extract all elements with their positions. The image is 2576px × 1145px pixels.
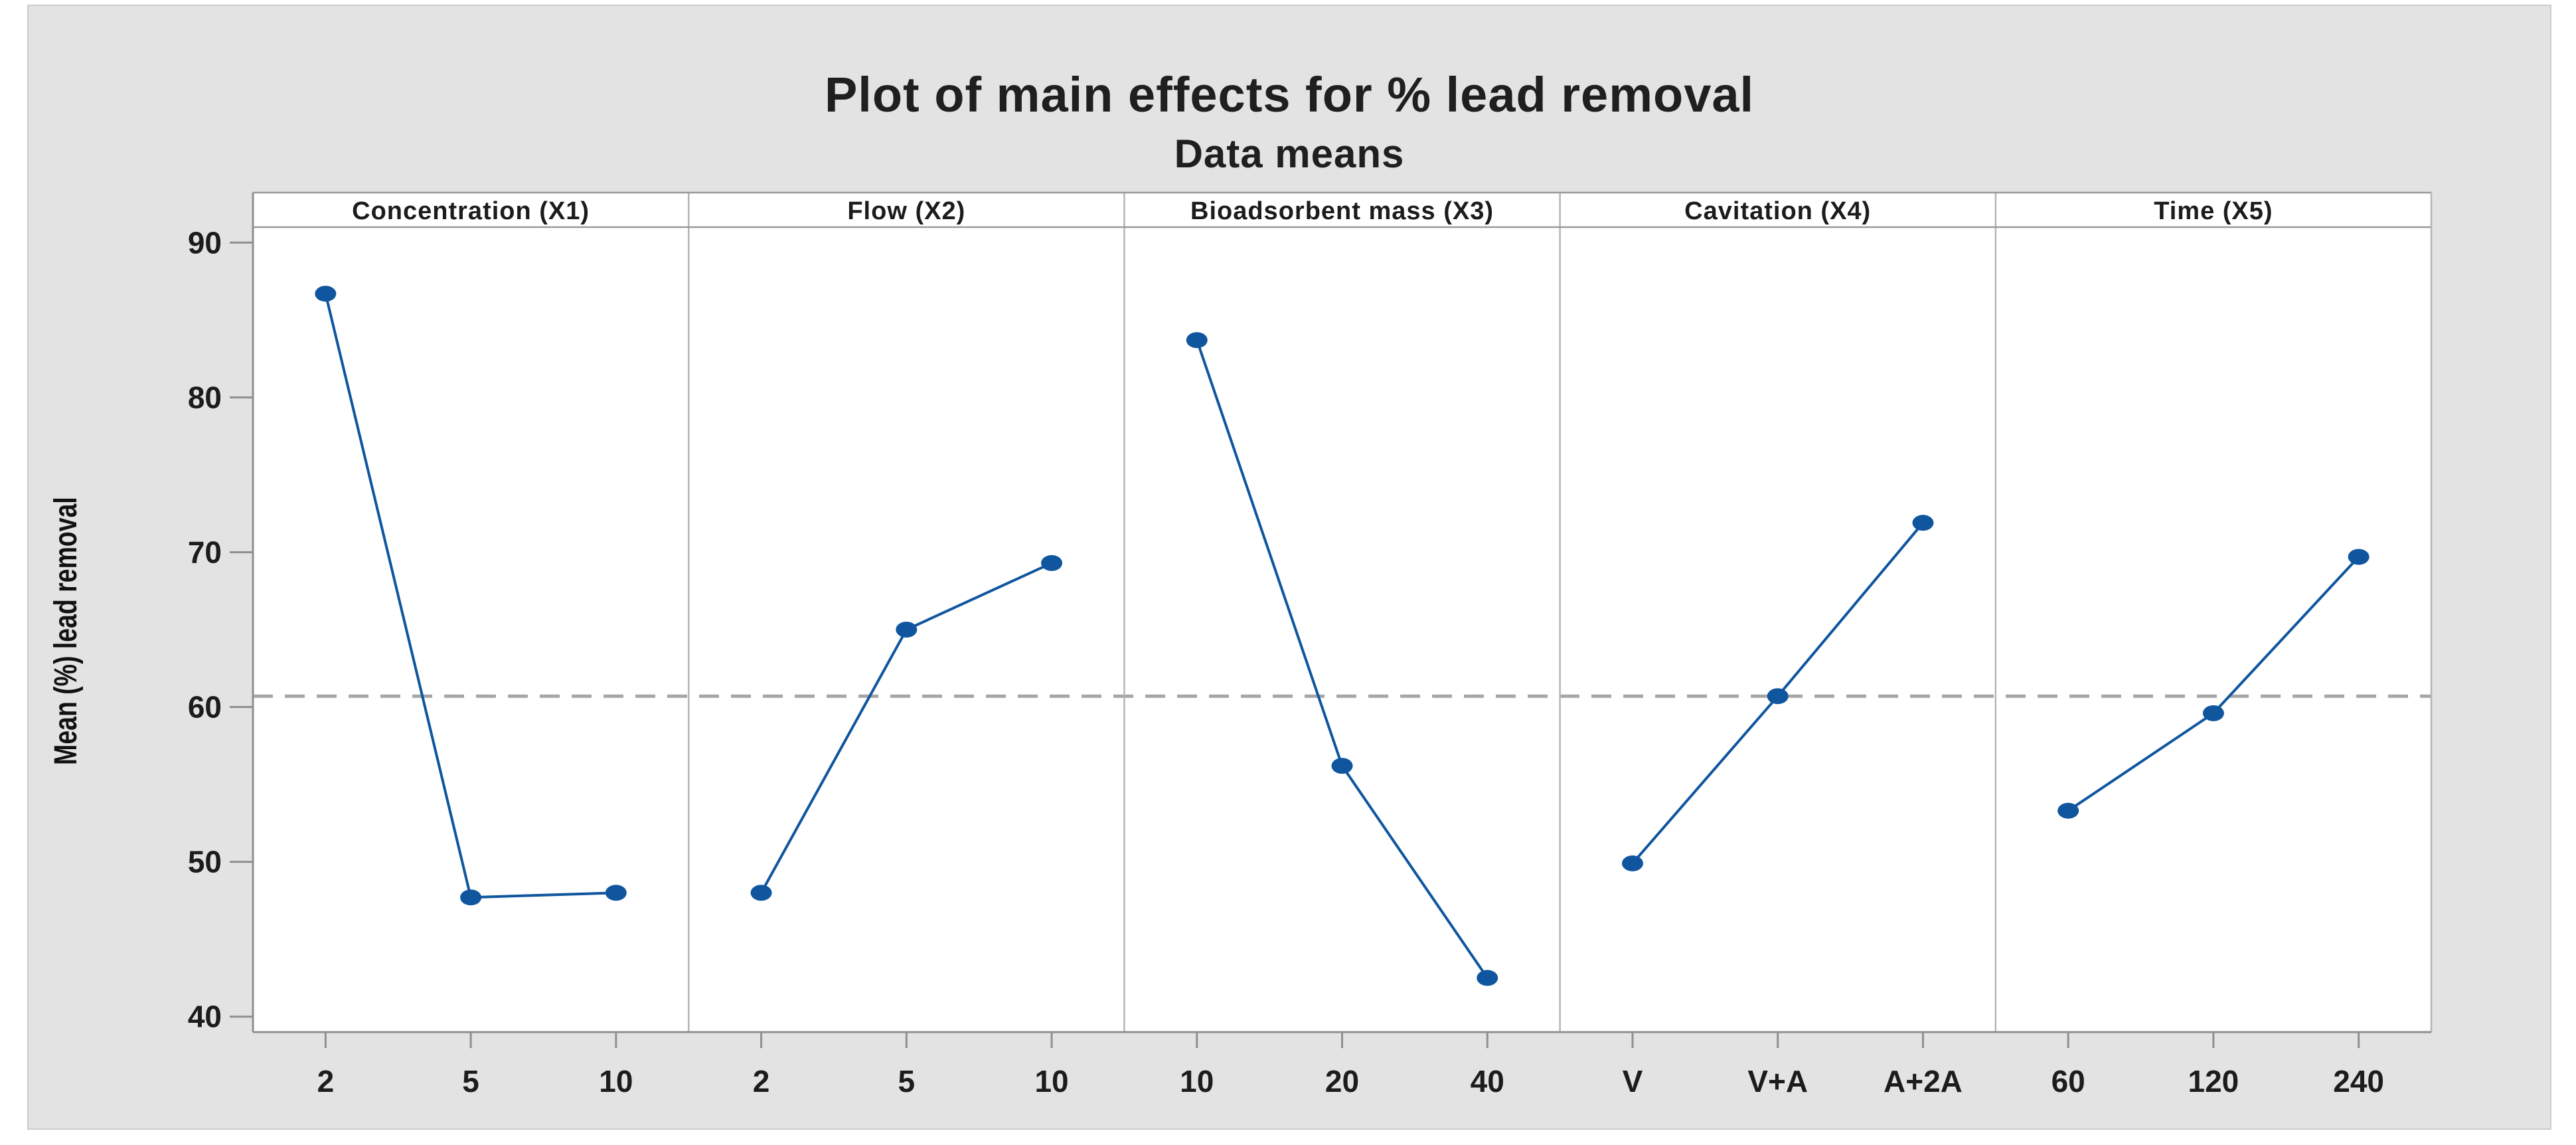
data-point-marker — [460, 889, 482, 906]
x-tick-label: 60 — [2052, 1064, 2085, 1099]
x-tick-label: 10 — [1034, 1064, 1068, 1099]
y-tick-label: 80 — [188, 380, 222, 414]
data-point-marker — [1621, 855, 1643, 871]
y-tick-label: 60 — [188, 690, 222, 725]
y-tick-label: 50 — [188, 845, 222, 879]
x-tick-label: A+2A — [1884, 1064, 1963, 1099]
data-point-marker — [750, 885, 772, 901]
data-point-marker — [2348, 549, 2370, 565]
x-tick-label: 120 — [2188, 1064, 2239, 1099]
x-tick-label: V — [1623, 1064, 1643, 1099]
y-tick-label: 70 — [188, 535, 222, 569]
data-point-marker — [2202, 705, 2224, 721]
x-tick-label: 5 — [898, 1064, 916, 1099]
data-point-marker — [1186, 332, 1208, 349]
x-tick-label: 10 — [599, 1064, 633, 1099]
x-tick-label: 2 — [317, 1064, 335, 1099]
plot-area — [253, 193, 2431, 1032]
panel-title: Concentration (X1) — [352, 197, 590, 225]
y-axis-label: Mean (%) lead removal — [48, 497, 84, 765]
data-point-marker — [2057, 802, 2079, 819]
panel-title: Cavitation (X4) — [1684, 197, 1871, 225]
x-tick-label: V+A — [1747, 1064, 1808, 1099]
data-point-marker — [1767, 688, 1789, 705]
data-point-marker — [315, 286, 337, 302]
panel-title: Bioadsorbent mass (X3) — [1190, 197, 1494, 225]
x-tick-label: 240 — [2333, 1064, 2384, 1099]
data-point-marker — [1477, 970, 1498, 986]
y-tick-label: 40 — [188, 1000, 222, 1034]
data-point-marker — [896, 622, 918, 638]
panel-title: Time (X5) — [2154, 197, 2273, 225]
x-tick-label: 10 — [1180, 1064, 1214, 1099]
data-point-marker — [1331, 758, 1353, 774]
x-tick-label: 20 — [1325, 1064, 1359, 1099]
x-tick-label: 2 — [753, 1064, 770, 1099]
y-tick-label: 90 — [188, 225, 222, 260]
x-tick-label: 40 — [1471, 1064, 1504, 1099]
x-tick-label: 5 — [462, 1064, 479, 1099]
panel-title: Flow (X2) — [847, 197, 965, 225]
chart-subtitle: Data means — [1174, 132, 1405, 176]
chart-title: Plot of main effects for % lead removal — [824, 67, 1755, 122]
data-point-marker — [605, 885, 627, 901]
data-point-marker — [1041, 555, 1063, 571]
data-point-marker — [1912, 515, 1934, 531]
